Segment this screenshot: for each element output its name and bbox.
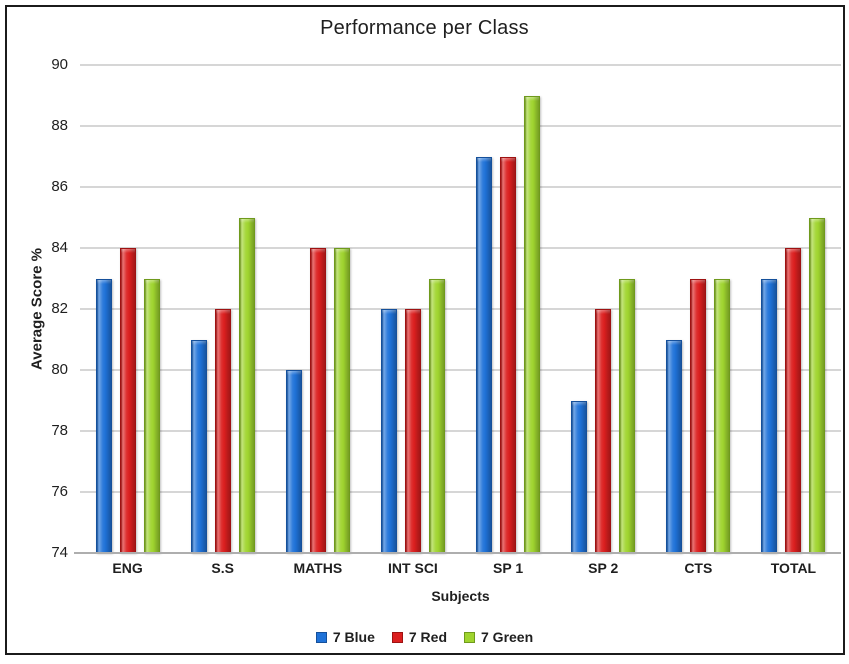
gridline: [80, 491, 841, 493]
x-axis-line: [74, 552, 841, 554]
bar-7-blue: [380, 309, 397, 553]
y-tick-label: 86: [51, 178, 68, 195]
y-tick-label: 88: [51, 117, 68, 134]
bar-7-red: [595, 309, 612, 553]
bar-group: [651, 65, 746, 553]
category-label: S.S: [211, 560, 234, 576]
y-tick-label: 82: [51, 300, 68, 317]
y-tick-label: 80: [51, 361, 68, 378]
plot-area: [74, 64, 841, 554]
bar-7-green: [428, 278, 445, 553]
bar-group: [365, 65, 460, 553]
bar-7-green: [714, 278, 731, 553]
legend-item: 7 Blue: [315, 629, 375, 645]
bar-7-blue: [476, 156, 493, 553]
legend-label: 7 Red: [408, 629, 447, 645]
gridline: [80, 186, 841, 188]
category-label: MATHS: [293, 560, 343, 576]
bar-7-red: [690, 278, 707, 553]
legend-swatch-icon: [315, 631, 327, 643]
chart-legend: 7 Blue 7 Red 7 Green: [0, 629, 849, 645]
bar-7-green: [143, 278, 160, 553]
legend-swatch-icon: [464, 631, 475, 643]
bar-7-green: [524, 95, 541, 553]
bar-7-green: [238, 217, 255, 553]
bar-group: [175, 65, 270, 553]
bar-7-green: [333, 248, 350, 553]
legend-label: 7 Blue: [332, 629, 375, 645]
bar-group: [270, 65, 365, 553]
category-label: INT SCI: [388, 560, 438, 576]
x-axis-title: Subjects: [431, 588, 490, 604]
gridline: [80, 125, 841, 127]
legend-item: 7 Green: [464, 629, 533, 645]
bar-7-blue: [190, 339, 207, 553]
bar-group: [461, 65, 556, 553]
bar-7-blue: [761, 278, 778, 553]
y-tick-label: 90: [51, 56, 68, 73]
bar-group: [80, 65, 175, 553]
bar-7-red: [119, 248, 136, 553]
bar-group: [556, 65, 651, 553]
legend-swatch-icon: [391, 631, 403, 643]
gridline: [80, 308, 841, 310]
bar-7-green: [809, 217, 826, 553]
bar-7-red: [309, 248, 326, 553]
category-label: SP 2: [588, 560, 619, 576]
bar-group: [746, 65, 841, 553]
bar-7-blue: [95, 278, 112, 553]
y-tick-label: 74: [51, 544, 68, 561]
gridline: [80, 430, 841, 432]
legend-item: 7 Red: [391, 629, 447, 645]
category-label: ENG: [112, 560, 143, 576]
chart-title: Performance per Class: [320, 17, 529, 39]
bar-7-blue: [285, 370, 302, 553]
gridline: [80, 247, 841, 249]
bar-7-red: [404, 309, 421, 553]
bar-7-red: [785, 248, 802, 553]
bar-7-blue: [571, 400, 588, 553]
bar-7-blue: [666, 339, 683, 553]
bar-7-red: [500, 156, 517, 553]
category-label: CTS: [684, 560, 713, 576]
bar-7-green: [619, 278, 636, 553]
y-tick-label: 78: [51, 422, 68, 439]
gridline: [80, 64, 841, 66]
y-tick-label: 76: [51, 483, 68, 500]
category-label: SP 1: [493, 560, 524, 576]
gridline: [80, 369, 841, 371]
y-tick-label: 84: [51, 239, 68, 256]
category-label: TOTAL: [770, 560, 817, 576]
bar-7-red: [214, 309, 231, 553]
legend-label: 7 Green: [481, 629, 534, 645]
